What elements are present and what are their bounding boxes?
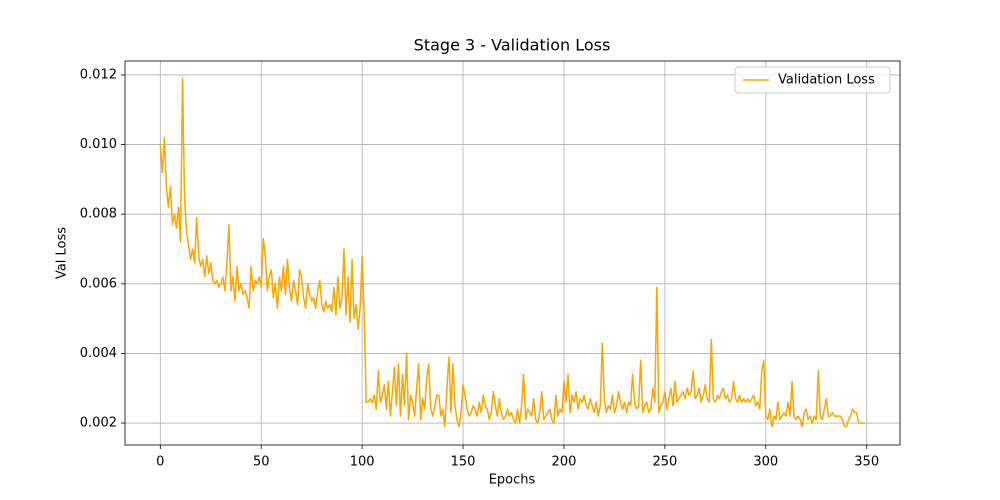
x-tick-label: 0: [156, 455, 164, 470]
line-series: [159, 77, 865, 428]
x-tick-label: 300: [753, 455, 778, 470]
y-tick-label: 0.008: [80, 207, 117, 222]
y-tick-label: 0.002: [80, 416, 117, 431]
chart-title: Stage 3 - Validation Loss: [414, 36, 611, 55]
y-tick-label: 0.012: [80, 67, 117, 82]
y-tick-label: 0.010: [80, 137, 117, 152]
legend-label: Validation Loss: [778, 73, 875, 88]
x-tick-label: 150: [451, 455, 476, 470]
x-tick-label: 350: [854, 455, 879, 470]
legend-box: [734, 66, 891, 94]
x-tick-label: 200: [552, 455, 577, 470]
y-tick-label: 0.004: [80, 346, 117, 361]
x-axis-label: Epochs: [489, 473, 536, 488]
y-tick-label: 0.006: [80, 276, 117, 291]
y-axis-label: Val Loss: [55, 227, 70, 279]
x-tick-label: 100: [350, 455, 375, 470]
plot-frame: [124, 60, 901, 446]
x-tick-label: 50: [253, 455, 270, 470]
x-tick-label: 250: [652, 455, 677, 470]
